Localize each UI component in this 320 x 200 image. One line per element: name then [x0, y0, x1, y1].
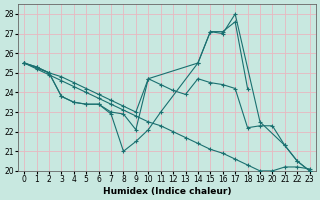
X-axis label: Humidex (Indice chaleur): Humidex (Indice chaleur) — [103, 187, 231, 196]
